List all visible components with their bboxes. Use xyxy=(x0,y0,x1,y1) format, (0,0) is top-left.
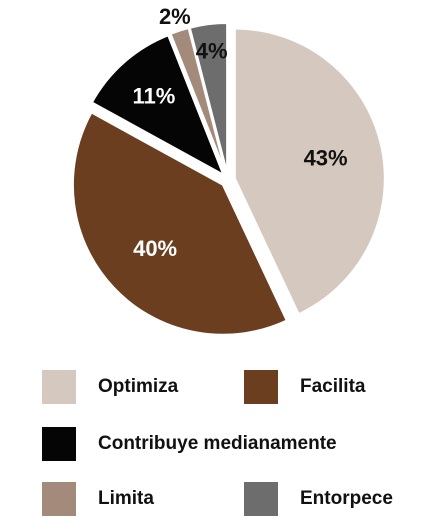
legend-swatch-limita xyxy=(42,482,76,516)
pie-label-optimiza: 43% xyxy=(304,146,348,171)
legend-label-limita: Limita xyxy=(98,488,154,509)
pie-chart: 43% 40% 11% 2%4% xyxy=(71,4,386,336)
legend-swatch-entorpece xyxy=(244,482,278,516)
pie-label-contribuye: 11% xyxy=(133,83,176,108)
legend-label-contribuye: Contribuye medianamente xyxy=(98,433,337,454)
legend-swatch-contribuye xyxy=(42,427,76,461)
legend: Optimiza Facilita Contribuye medianament… xyxy=(0,360,431,531)
pie-slice-optimiza xyxy=(233,27,386,316)
legend-item-optimiza: Optimiza xyxy=(42,370,178,404)
pie-slice-limita xyxy=(169,26,227,174)
legend-label-entorpece: Entorpece xyxy=(300,488,393,509)
pie-slice-facilita xyxy=(71,111,289,336)
legend-label-facilita: Facilita xyxy=(300,376,366,397)
legend-swatch-optimiza xyxy=(42,370,76,404)
pie-label-limita: 2% xyxy=(159,4,191,29)
legend-item-limita: Limita xyxy=(42,482,154,516)
pie-label-facilita: 40% xyxy=(133,236,177,261)
pie-slice-entorpece xyxy=(188,22,229,174)
legend-label-optimiza: Optimiza xyxy=(98,376,179,397)
pie-slice-contribuye xyxy=(90,33,226,177)
legend-item-contribuye: Contribuye medianamente xyxy=(42,427,337,461)
legend-item-facilita: Facilita xyxy=(244,370,365,404)
legend-item-entorpece: Entorpece xyxy=(244,482,393,516)
legend-swatch-facilita xyxy=(244,370,278,404)
pie-label-entorpece: 4% xyxy=(196,39,228,64)
